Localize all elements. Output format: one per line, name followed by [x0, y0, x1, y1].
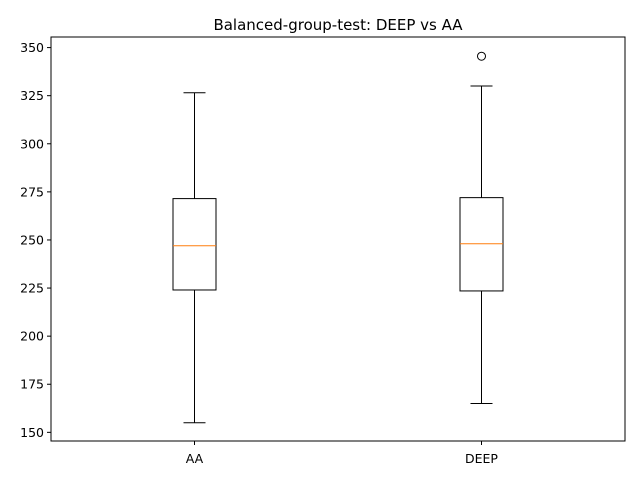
- y-tick-label: 150: [20, 425, 44, 440]
- y-tick-label: 225: [20, 281, 44, 296]
- y-tick-label: 275: [20, 184, 44, 199]
- outlier-point: [477, 51, 486, 61]
- y-tick-label: 200: [20, 329, 44, 344]
- chart-title: Balanced-group-test: DEEP vs AA: [213, 16, 463, 34]
- y-tick-label: 350: [20, 40, 44, 55]
- y-tick-label: 175: [20, 377, 44, 392]
- plot-area: 150 175 200 225 250 275 300 325 350 AA DEEP: [20, 36, 626, 466]
- axes-frame: [50, 36, 626, 442]
- x-tick-label: DEEP: [465, 451, 498, 466]
- box-AA: [172, 198, 217, 291]
- y-tick-label: 250: [20, 232, 44, 247]
- y-tick-label: 325: [20, 88, 44, 103]
- y-tick-label: 300: [20, 136, 44, 151]
- x-tick-label: AA: [186, 451, 204, 466]
